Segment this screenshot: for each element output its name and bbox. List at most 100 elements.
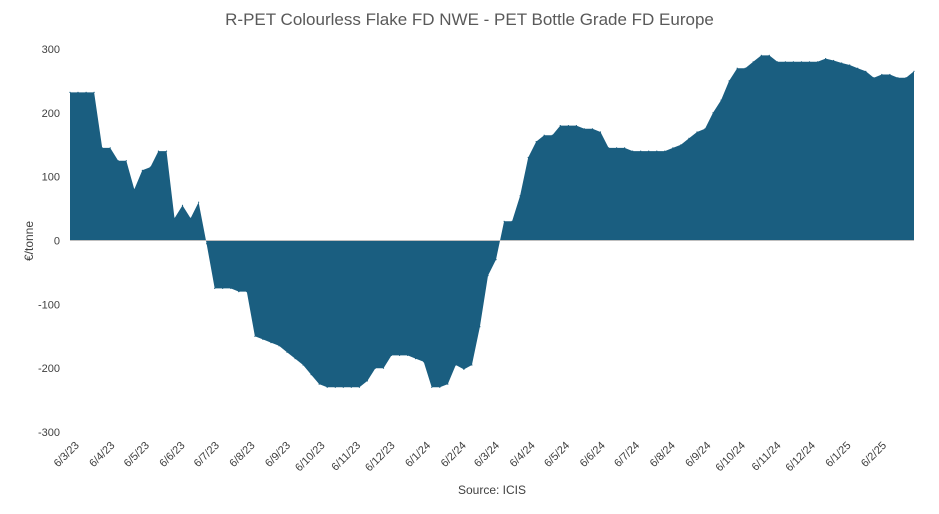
source-label: Source: ICIS — [458, 483, 526, 497]
data-point — [680, 144, 682, 146]
data-point — [318, 383, 320, 385]
x-tick-label: 6/3/23 — [52, 440, 82, 470]
x-tick-label: 6/9/23 — [263, 440, 293, 470]
data-point — [326, 386, 328, 388]
area-series — [70, 55, 914, 388]
data-point — [583, 128, 586, 130]
data-point — [479, 326, 481, 328]
data-point — [559, 125, 561, 127]
data-point — [198, 201, 200, 203]
data-point — [399, 354, 401, 356]
x-tick-label: 6/9/24 — [683, 440, 713, 470]
x-tick-label: 6/5/24 — [542, 440, 572, 470]
x-tick-label: 6/11/23 — [329, 440, 363, 474]
x-tick-label: 6/2/25 — [859, 440, 889, 470]
data-point — [455, 364, 457, 366]
plot-area — [69, 54, 915, 388]
x-tick-label: 6/6/23 — [157, 440, 187, 470]
data-point — [222, 287, 224, 289]
data-point — [591, 128, 594, 130]
x-tick-label: 6/8/24 — [648, 440, 678, 470]
data-point — [688, 137, 690, 139]
x-tick-label: 6/3/24 — [472, 440, 502, 470]
data-point — [768, 54, 770, 57]
data-point — [567, 125, 570, 127]
x-tick-label: 6/4/23 — [87, 440, 117, 470]
data-point — [841, 62, 843, 64]
x-tick-label: 6/8/23 — [227, 440, 257, 470]
data-point — [69, 91, 71, 93]
data-point — [302, 364, 304, 366]
data-point — [816, 61, 819, 63]
data-point — [415, 358, 417, 360]
x-tick-label: 6/4/24 — [508, 440, 538, 470]
data-point — [431, 386, 433, 388]
data-point — [447, 383, 449, 385]
x-tick-label: 6/1/25 — [823, 440, 853, 470]
data-point — [439, 386, 441, 388]
data-point — [206, 243, 208, 245]
data-point — [664, 150, 666, 152]
data-point — [632, 150, 634, 152]
data-point — [423, 361, 425, 363]
data-point — [366, 380, 368, 382]
data-point — [238, 291, 240, 293]
data-point — [519, 195, 521, 197]
data-point — [784, 61, 787, 63]
data-point — [358, 386, 360, 388]
y-tick-label: 100 — [42, 172, 60, 184]
data-point — [640, 150, 642, 152]
data-point — [760, 54, 762, 57]
data-point — [407, 354, 409, 356]
data-point — [808, 61, 811, 63]
data-point — [262, 338, 264, 340]
data-point — [728, 80, 730, 82]
data-point — [390, 354, 393, 356]
data-point — [286, 351, 288, 353]
data-point — [173, 217, 176, 219]
x-tick-label: 6/11/24 — [750, 440, 784, 474]
data-point — [833, 59, 835, 62]
data-point — [125, 160, 127, 162]
data-point — [117, 160, 119, 162]
x-tick-label: 6/5/23 — [122, 440, 152, 470]
y-axis-title: €/tonne — [22, 221, 36, 261]
data-point — [897, 77, 899, 79]
x-tick-label: 6/12/23 — [363, 440, 397, 474]
data-point — [656, 150, 658, 152]
x-tick-label: 6/10/23 — [293, 440, 327, 474]
data-point — [616, 147, 618, 149]
data-point — [849, 64, 851, 66]
data-point — [181, 204, 184, 206]
x-tick-label: 6/1/24 — [403, 440, 433, 470]
data-point — [511, 220, 513, 222]
x-tick-label: 6/6/24 — [578, 440, 608, 470]
data-point — [270, 342, 272, 344]
data-point — [471, 364, 473, 366]
data-point — [294, 358, 296, 360]
data-point — [889, 73, 891, 76]
data-point — [736, 67, 738, 69]
x-tick-label: 6/7/24 — [612, 440, 642, 470]
data-point — [575, 125, 578, 127]
y-tick-label: -300 — [38, 427, 60, 439]
data-point — [246, 291, 248, 293]
data-point — [254, 335, 256, 337]
data-point — [334, 386, 336, 388]
data-point — [913, 70, 915, 72]
data-point — [85, 91, 87, 93]
data-point — [342, 386, 344, 388]
data-point — [905, 77, 907, 79]
data-point — [109, 147, 111, 149]
x-tick-label: 6/10/24 — [713, 440, 747, 474]
data-point — [527, 156, 529, 159]
data-point — [503, 220, 505, 222]
y-tick-label: 300 — [42, 44, 60, 56]
data-point — [93, 91, 95, 93]
y-tick-label: 0 — [54, 236, 60, 248]
data-point — [495, 259, 497, 261]
data-point — [672, 147, 674, 149]
data-point — [792, 61, 795, 63]
